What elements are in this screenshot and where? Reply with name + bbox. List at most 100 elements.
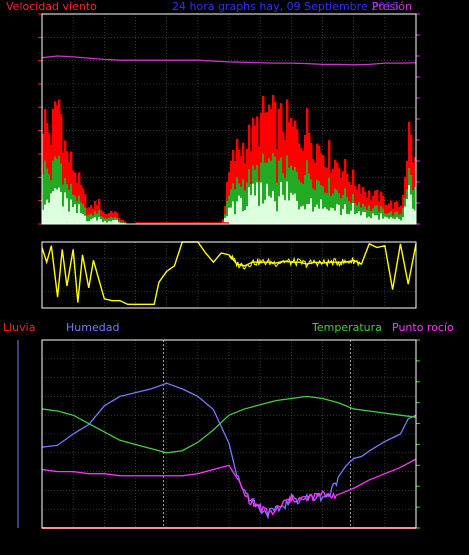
panel-frame bbox=[41, 241, 417, 309]
wind-low-bar bbox=[110, 221, 113, 224]
wind-avg-bar bbox=[388, 212, 391, 224]
wind-low-bar bbox=[320, 199, 323, 224]
wind-low-bar bbox=[246, 206, 249, 224]
wind-low-bar bbox=[260, 182, 263, 224]
pressure-line bbox=[41, 55, 417, 66]
wind-avg-bar bbox=[374, 205, 377, 224]
wind-low-bar bbox=[368, 216, 371, 224]
wind-low-bar bbox=[398, 218, 401, 224]
wind-avg-bar bbox=[400, 213, 403, 224]
wind-low-bar bbox=[326, 209, 329, 224]
wind-avg-bar bbox=[308, 173, 311, 224]
wind-low-bar bbox=[100, 219, 103, 224]
wind-low-bar bbox=[106, 222, 109, 224]
wind-avg-bar bbox=[120, 221, 123, 224]
wind-low-bar bbox=[112, 220, 115, 224]
wind-low-bar bbox=[268, 195, 271, 224]
wind-avg-bar bbox=[368, 205, 371, 224]
wind-low-bar bbox=[412, 208, 415, 224]
wind-low-bar bbox=[294, 193, 297, 224]
wind-avg-bar bbox=[402, 207, 405, 224]
wind-low-bar bbox=[58, 187, 61, 224]
wind-avg-bar bbox=[68, 189, 71, 224]
wind-low-bar bbox=[344, 203, 347, 224]
wind-low-bar bbox=[322, 208, 325, 224]
wind-low-bar bbox=[304, 209, 307, 224]
wind-avg-bar bbox=[376, 205, 379, 224]
wind-avg-bar bbox=[244, 190, 247, 224]
dewpoint-line bbox=[41, 458, 417, 518]
wind-low-bar bbox=[274, 201, 277, 224]
wind-low-bar bbox=[72, 207, 75, 224]
wind-low-bar bbox=[330, 207, 333, 224]
wind-low-bar bbox=[384, 216, 387, 224]
wind-low-bar bbox=[394, 218, 397, 224]
wind-low-bar bbox=[118, 222, 121, 224]
wind-avg-bar bbox=[236, 177, 239, 224]
wind-low-bar bbox=[358, 211, 361, 224]
wind-low-bar bbox=[276, 211, 279, 224]
wind-low-bar bbox=[238, 195, 241, 224]
wind-avg-bar bbox=[226, 200, 229, 224]
wind-low-bar bbox=[346, 213, 349, 224]
wind-low-bar bbox=[262, 203, 265, 224]
wind-low-bar bbox=[370, 218, 373, 224]
wind-avg-bar bbox=[246, 182, 249, 224]
wind-low-bar bbox=[414, 210, 417, 224]
wind-low-bar bbox=[402, 217, 405, 224]
wind-low-bar bbox=[224, 217, 227, 224]
wind-low-bar bbox=[248, 187, 251, 224]
wind-low-bar bbox=[382, 218, 385, 224]
wind-low-bar bbox=[256, 182, 259, 224]
wind-low-bar bbox=[288, 200, 291, 224]
wind-avg-bar bbox=[296, 171, 299, 224]
wind-avg-bar bbox=[118, 220, 121, 224]
wind-low-bar bbox=[228, 207, 231, 224]
wind-low-bar bbox=[354, 214, 357, 224]
wind-low-bar bbox=[102, 222, 105, 224]
humidity-line bbox=[41, 382, 417, 520]
wind-avg-bar bbox=[370, 210, 373, 224]
wind-low-bar bbox=[400, 220, 403, 224]
wind-low-bar bbox=[348, 214, 351, 224]
wind-low-bar bbox=[388, 218, 391, 224]
chart-title: 24 hora graphs hay, 09 Septiembre 2015 bbox=[172, 0, 399, 13]
wind-avg-bar bbox=[264, 162, 267, 224]
wind-low-bar bbox=[52, 191, 55, 224]
wind-low-bar bbox=[86, 221, 89, 224]
wind-low-bar bbox=[316, 204, 319, 224]
wind-low-bar bbox=[46, 199, 49, 224]
wind-low-bar bbox=[392, 218, 395, 224]
wind-low-bar bbox=[42, 209, 45, 224]
wind-low-bar bbox=[318, 208, 321, 224]
wind-avg-bar bbox=[288, 167, 291, 224]
wind-low-bar bbox=[406, 199, 409, 224]
wind-avg-bar bbox=[76, 201, 79, 224]
wind-avg-bar bbox=[326, 193, 329, 224]
wind-avg-bar bbox=[378, 211, 381, 224]
wind-low-bar bbox=[236, 201, 239, 224]
wind-avg-bar bbox=[394, 211, 397, 224]
wind-low-bar bbox=[108, 221, 111, 224]
wind-low-bar bbox=[76, 213, 79, 224]
wind-avg-bar bbox=[328, 177, 331, 224]
wind-low-bar bbox=[44, 204, 47, 224]
dewpoint-label: Punto rocío bbox=[392, 321, 454, 334]
wind-low-bar bbox=[356, 213, 359, 224]
wind-avg-bar bbox=[230, 189, 233, 224]
wind-low-bar bbox=[266, 183, 269, 224]
wind-low-bar bbox=[120, 222, 123, 224]
wind-low-bar bbox=[272, 190, 275, 224]
wind-avg-bar bbox=[312, 188, 315, 224]
wind-avg-bar bbox=[340, 198, 343, 224]
wind-low-bar bbox=[252, 183, 255, 224]
wind-low-bar bbox=[64, 192, 67, 224]
wind-low-bar bbox=[298, 209, 301, 224]
wind-avg-bar bbox=[102, 217, 105, 224]
wind-low-bar bbox=[286, 181, 289, 224]
wind-low-bar bbox=[254, 195, 257, 224]
wind-low-bar bbox=[334, 210, 337, 224]
wind-low-bar bbox=[116, 219, 119, 224]
wind-low-bar bbox=[232, 201, 235, 224]
